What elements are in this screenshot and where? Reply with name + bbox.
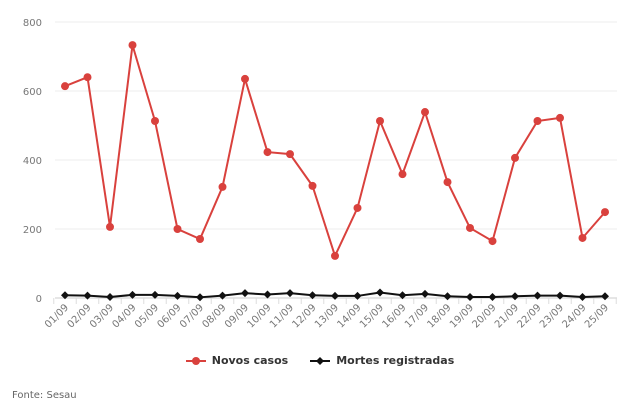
data-point (331, 251, 339, 260)
data-point (106, 292, 114, 301)
data-point (511, 292, 519, 301)
data-point (353, 203, 362, 212)
data-point (578, 292, 587, 301)
x-tick-label: 09/09 (223, 302, 251, 330)
y-tick-label: 800 (23, 18, 42, 29)
x-tick-label: 16/09 (380, 302, 408, 330)
data-point (218, 182, 227, 191)
x-tick-label: 25/09 (583, 302, 611, 330)
data-point (398, 291, 407, 300)
legend-marker-red-icon (185, 356, 206, 365)
x-tick-label: 06/09 (155, 302, 183, 330)
x-tick-label: 13/09 (313, 302, 341, 330)
series-line (64, 44, 606, 259)
line-chart: 0 200 400 600 800 01/0902/0903/0904/0905/0906… (23, 18, 617, 331)
x-tick-label: 12/09 (290, 302, 318, 330)
legend-item-mortes[interactable]: Mortes registradas (310, 354, 454, 367)
data-point (263, 290, 272, 299)
x-tick-label: 14/09 (335, 302, 363, 330)
data-point (398, 170, 407, 179)
data-point (511, 153, 519, 162)
data-point (263, 148, 272, 157)
data-point (61, 291, 69, 300)
x-tick-label: 04/09 (110, 302, 138, 330)
data-point (196, 293, 204, 302)
legend-item-novos-casos[interactable]: Novos casos (185, 354, 289, 367)
y-tick-label: 600 (23, 87, 42, 98)
data-point (151, 117, 159, 126)
x-tick-label: 07/09 (178, 302, 206, 330)
legend-marker-black-icon (310, 356, 331, 365)
data-point (488, 237, 497, 246)
data-point (286, 289, 294, 298)
data-point (556, 291, 564, 300)
data-point (128, 41, 137, 50)
data-point (61, 82, 69, 91)
data-point (173, 225, 182, 233)
x-tick-label: 21/09 (493, 302, 521, 330)
y-tick-label: 200 (23, 225, 42, 236)
source-note: Fonte: Sesau (12, 390, 77, 401)
x-tick-label: 24/09 (560, 302, 588, 330)
data-point (331, 291, 339, 300)
x-tick-label: 23/09 (538, 302, 566, 330)
data-point (218, 291, 227, 300)
data-point (196, 235, 204, 244)
data-point (556, 113, 564, 122)
x-tick-label: 19/09 (448, 302, 476, 330)
data-point (443, 178, 452, 187)
data-point (173, 291, 182, 300)
data-point (601, 208, 609, 217)
x-tick-label: 05/09 (133, 302, 161, 330)
data-point (286, 150, 294, 159)
x-tick-label: 15/09 (358, 302, 386, 330)
x-tick-label: 10/09 (245, 302, 273, 330)
data-point (83, 73, 92, 82)
x-tick-label: 01/09 (43, 302, 71, 330)
y-tick-label: 0 (36, 294, 42, 305)
legend: Novos casos Mortes registradas (0, 354, 640, 367)
data-point (83, 291, 92, 300)
data-point (421, 108, 429, 117)
data-point (488, 292, 497, 301)
data-point (421, 289, 429, 298)
legend-label: Mortes registradas (336, 354, 455, 367)
data-point (443, 292, 452, 301)
data-point (241, 74, 249, 83)
data-point (308, 291, 317, 300)
data-point (466, 223, 474, 232)
data-point (106, 222, 114, 231)
x-tick-label: 08/09 (200, 302, 228, 330)
data-point (578, 233, 587, 242)
data-point (128, 290, 137, 299)
x-tick-label: 20/09 (470, 302, 498, 330)
data-point (353, 291, 362, 300)
data-point (308, 181, 317, 190)
data-point (376, 117, 384, 126)
x-tick-label: 17/09 (403, 302, 431, 330)
data-point (241, 289, 249, 298)
data-point (376, 288, 384, 297)
x-tick-label: 11/09 (268, 302, 296, 330)
x-tick-label: 18/09 (425, 302, 453, 330)
data-point (533, 291, 542, 300)
x-tick-label: 02/09 (65, 302, 93, 330)
x-tick-label: 03/09 (88, 302, 116, 330)
data-point (466, 292, 474, 301)
y-tick-label: 400 (23, 156, 42, 167)
data-point (151, 290, 159, 299)
x-tick-label: 22/09 (515, 302, 543, 330)
data-point (533, 117, 542, 126)
data-point (601, 292, 609, 301)
legend-label: Novos casos (211, 354, 289, 367)
